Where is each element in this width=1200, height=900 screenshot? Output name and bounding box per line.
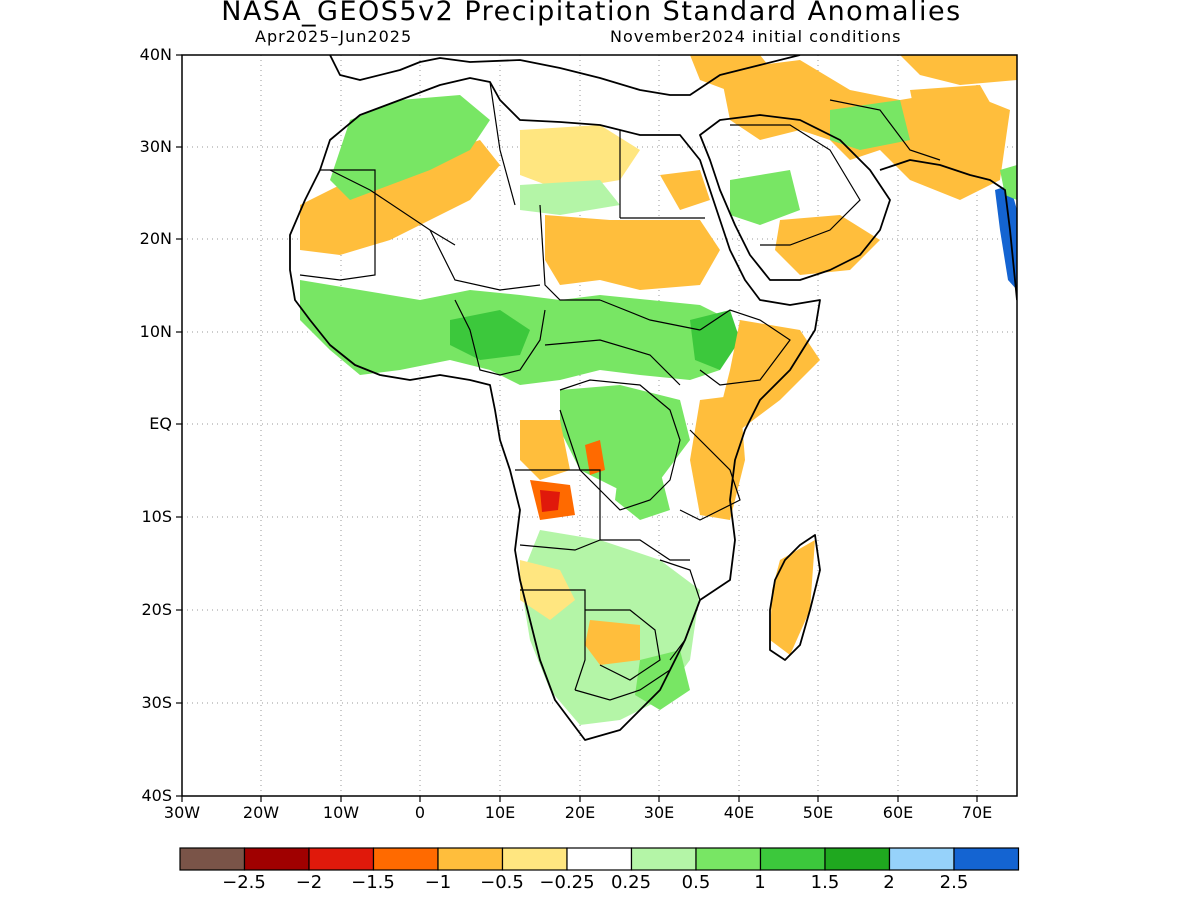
lon-label-10e: 10E [484, 803, 516, 822]
border-nigeria [454, 299, 546, 376]
colorbar [179, 847, 1020, 871]
anomaly-ethiopia-wet [690, 310, 740, 370]
forecast-period: Apr2025–Jun2025 [255, 27, 413, 46]
anomaly-saudi-wet [730, 170, 800, 225]
arabia-coastline [699, 114, 891, 281]
colorbar-label-11: 2.5 [939, 872, 969, 893]
lon-label-30e: 30E [643, 803, 675, 822]
anomaly-arabia-wet [830, 100, 910, 150]
colorbar-swatch-11 [888, 847, 955, 871]
lat-label-40n: 40N [139, 45, 172, 64]
colorbar-swatch-12 [953, 847, 1020, 871]
lat-label-eq: EQ [149, 414, 172, 433]
colorbar-swatch-9 [759, 847, 826, 871]
anomaly-zambia-wet [615, 460, 670, 520]
colorbar-swatch-7 [630, 847, 697, 871]
anomaly-sahel-strong-wet [450, 310, 530, 360]
colorbar-label-6: 0.25 [610, 872, 652, 893]
initial-conditions: November2024 initial conditions [610, 27, 902, 46]
anomaly-congo-dry [520, 420, 570, 480]
map-title: NASA_GEOS5v2 Precipitation Standard Anom… [221, 0, 962, 27]
colorbar-label-1: −2 [295, 872, 323, 893]
colorbar-label-3: −1 [424, 872, 452, 893]
border-zambia [600, 539, 690, 561]
map-frame [181, 54, 1018, 797]
anomaly-congo-strong-dry [585, 440, 605, 475]
border-sudan-south [599, 299, 701, 331]
lat-label-10s: 10S [141, 507, 172, 526]
border-botswana [585, 609, 661, 681]
madagascar-coastline [769, 534, 821, 661]
lat-label-30s: 30S [141, 693, 172, 712]
anomaly-iran-dry [910, 85, 1000, 150]
colorbar-label-4: −0.5 [480, 872, 524, 893]
anomaly-europe-dry [900, 55, 1017, 85]
colorbar-swatch-6 [566, 847, 633, 871]
lon-label-50e: 50E [802, 803, 834, 822]
anomaly-maghreb-wet [330, 95, 490, 200]
border-namibia [520, 589, 586, 691]
colorbar-swatch-3 [372, 847, 439, 871]
lat-label-10n: 10N [139, 322, 172, 341]
lat-label-20n: 20N [139, 229, 172, 248]
lon-label-60e: 60E [882, 803, 914, 822]
border-south-africa [574, 649, 681, 701]
colorbar-label-0: −2.5 [222, 872, 266, 893]
lat-label-30n: 30N [139, 137, 172, 156]
anomaly-libya-light [520, 125, 640, 190]
europe-coastline [329, 55, 801, 96]
country-borders [299, 81, 941, 701]
colorbar-label-7: 0.5 [681, 872, 711, 893]
anomaly-horn-dry [720, 320, 820, 430]
border-mali-niger [429, 229, 541, 291]
border-mauritania [299, 169, 376, 281]
lon-label-70e: 70E [961, 803, 993, 822]
colorbar-swatch-10 [824, 847, 891, 871]
border-algeria-libya [489, 81, 516, 206]
border-drc [559, 379, 681, 511]
border-mozambique [659, 559, 701, 661]
asia-coastline [879, 159, 1017, 301]
lat-label-40s: 40S [141, 786, 172, 805]
colorbar-swatch-4 [437, 847, 504, 871]
border-chad [539, 204, 600, 301]
colorbar-swatch-2 [308, 847, 375, 871]
anomaly-angola-strong-dry [540, 490, 560, 512]
border-kenya-tanzania [679, 429, 741, 521]
border-car [544, 339, 681, 386]
border-iran [829, 99, 941, 161]
lon-label-0: 0 [414, 803, 426, 822]
lon-label-10w: 10W [322, 803, 360, 822]
colorbar-swatch-8 [695, 847, 762, 871]
colorbar-swatch-5 [501, 847, 568, 871]
lat-label-20s: 20S [141, 600, 172, 619]
anomaly-mozambique-wet [635, 650, 690, 710]
border-ethiopia [699, 309, 791, 386]
colorbar-swatch-0 [179, 847, 246, 871]
anomaly-egypt-dry [660, 170, 710, 210]
colorbar-label-10: 2 [883, 872, 895, 893]
colorbar-label-2: −1.5 [351, 872, 395, 893]
colorbar-label-5: −0.25 [539, 872, 595, 893]
anomaly-chad-sudan-dry [545, 215, 720, 290]
anomaly-botswana-dry [585, 620, 640, 665]
border-algeria-mali [329, 169, 456, 246]
axis-ticks [176, 54, 978, 802]
lon-label-40e: 40E [723, 803, 755, 822]
anomaly-yemen-dry [775, 215, 880, 275]
colorbar-label-9: 1.5 [810, 872, 840, 893]
lon-label-20e: 20E [564, 803, 596, 822]
colorbar-label-8: 1 [754, 872, 766, 893]
colorbar-swatch-1 [243, 847, 310, 871]
lon-label-30w: 30W [163, 803, 201, 822]
lon-label-20w: 20W [242, 803, 280, 822]
anomaly-sahara-dry [300, 140, 500, 255]
anomaly-shading [300, 55, 1017, 725]
anomaly-india-wet [995, 185, 1017, 290]
anomaly-madagascar-dry [770, 540, 815, 655]
anomaly-sahara-wet [520, 180, 620, 215]
border-saudi [730, 124, 861, 246]
